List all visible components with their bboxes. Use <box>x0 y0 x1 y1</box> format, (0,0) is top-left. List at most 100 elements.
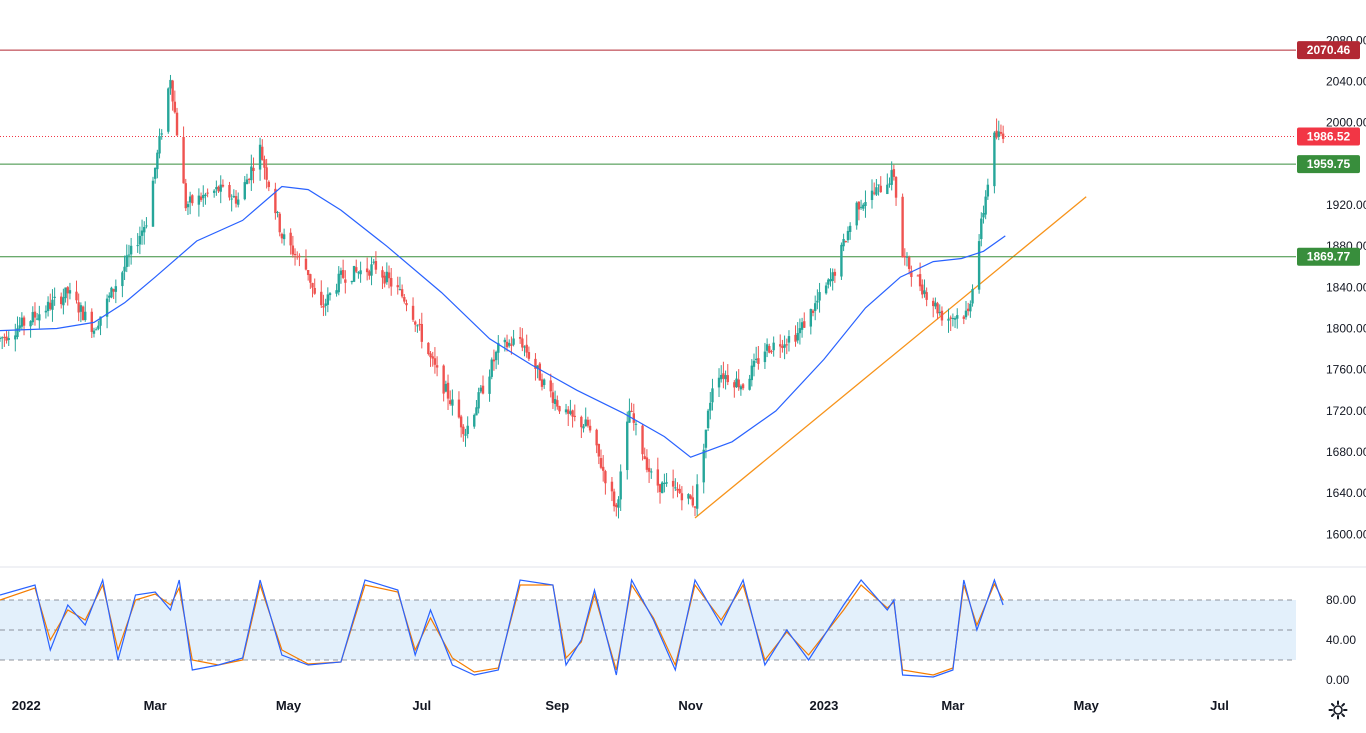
candle-body <box>770 351 773 353</box>
candle-body <box>90 311 93 332</box>
candle-212 <box>645 449 649 473</box>
candle-223 <box>678 484 681 494</box>
candle-body <box>151 180 155 227</box>
candle-body <box>597 443 601 457</box>
candle-23 <box>66 286 69 306</box>
candle-233 <box>709 391 712 420</box>
candle-285 <box>870 179 874 209</box>
candle-69 <box>206 188 209 198</box>
candle-136 <box>414 320 417 332</box>
candle-body <box>888 183 891 185</box>
candle-91 <box>276 210 279 218</box>
candle-89 <box>267 180 271 192</box>
candle-99 <box>298 253 301 267</box>
candle-188 <box>571 409 574 428</box>
candle-body <box>153 167 157 179</box>
candle-289 <box>879 176 882 193</box>
candle-264 <box>803 312 806 328</box>
candle-55 <box>167 87 170 134</box>
candle-327 <box>997 120 1000 141</box>
candle-body <box>479 387 483 392</box>
candle-259 <box>787 330 791 352</box>
candle-body <box>341 270 345 278</box>
candle-body <box>818 292 821 301</box>
candle-269 <box>818 282 821 313</box>
candle-46 <box>138 226 142 255</box>
candle-2 <box>3 333 6 347</box>
candle-body <box>986 184 990 197</box>
candle-body <box>949 317 952 319</box>
candle-153 <box>464 428 467 447</box>
candle-203 <box>617 496 620 519</box>
candle-328 <box>999 124 1003 137</box>
candle-278 <box>846 226 850 243</box>
candle-56 <box>169 74 172 95</box>
candle-body <box>706 410 710 429</box>
candle-body <box>33 311 37 318</box>
candle-237 <box>722 361 725 389</box>
candle-body <box>610 481 614 492</box>
candle-0 <box>0 336 2 342</box>
candle-body <box>121 272 124 287</box>
candle-132 <box>400 284 404 299</box>
price-tick-label: 2040.00 <box>1326 74 1366 88</box>
candle-body <box>370 264 373 276</box>
candle-179 <box>542 378 546 389</box>
time-label: Jul <box>1210 698 1229 713</box>
price-tick-label: 1840.00 <box>1326 280 1366 294</box>
trendline-layer <box>694 196 1087 519</box>
candle-8 <box>20 312 24 330</box>
candle-body <box>558 406 561 412</box>
candle-body <box>385 271 389 283</box>
price-tick-label: 1920.00 <box>1326 198 1366 212</box>
candle-94 <box>282 228 286 246</box>
candle-body <box>462 426 465 435</box>
candle-body <box>44 310 48 313</box>
candle-319 <box>971 284 974 307</box>
candle-body <box>99 316 102 326</box>
time-label: 2022 <box>12 698 41 713</box>
candle-1 <box>0 336 4 350</box>
candle-177 <box>538 362 542 381</box>
candle-body <box>473 414 476 427</box>
candle-274 <box>833 268 837 283</box>
candle-48 <box>143 221 146 245</box>
candle-body <box>833 271 837 276</box>
candle-174 <box>527 346 531 361</box>
candle-22 <box>64 287 67 303</box>
candle-body <box>663 483 666 485</box>
candle-275 <box>840 242 843 280</box>
candle-body <box>779 344 782 347</box>
candle-body <box>309 274 312 283</box>
candle-104 <box>313 278 316 295</box>
candle-36 <box>108 292 111 303</box>
candle-body <box>831 272 834 281</box>
candle-220 <box>671 469 675 499</box>
candle-73 <box>219 175 222 204</box>
candle-body <box>564 409 568 413</box>
candle-323 <box>984 190 987 220</box>
candle-29 <box>84 301 87 322</box>
candle-body <box>252 167 255 171</box>
settings-gear-icon[interactable] <box>1328 700 1348 720</box>
candle-115 <box>350 280 354 285</box>
candle-body <box>138 235 142 245</box>
candle-242 <box>737 369 740 391</box>
candle-body <box>586 419 590 426</box>
candle-body <box>217 186 220 192</box>
candle-189 <box>573 404 576 422</box>
candle-body <box>35 318 39 320</box>
candle-body <box>582 426 585 429</box>
candle-body <box>798 328 802 334</box>
candle-305 <box>932 297 935 318</box>
candle-body <box>258 144 262 170</box>
candle-body <box>918 274 922 287</box>
candle-body <box>339 270 343 275</box>
candle-248 <box>754 346 758 364</box>
candle-body <box>416 325 419 327</box>
candle-body <box>580 416 583 428</box>
candle-body <box>355 267 358 272</box>
candle-50 <box>151 176 155 227</box>
candle-body <box>875 187 878 195</box>
